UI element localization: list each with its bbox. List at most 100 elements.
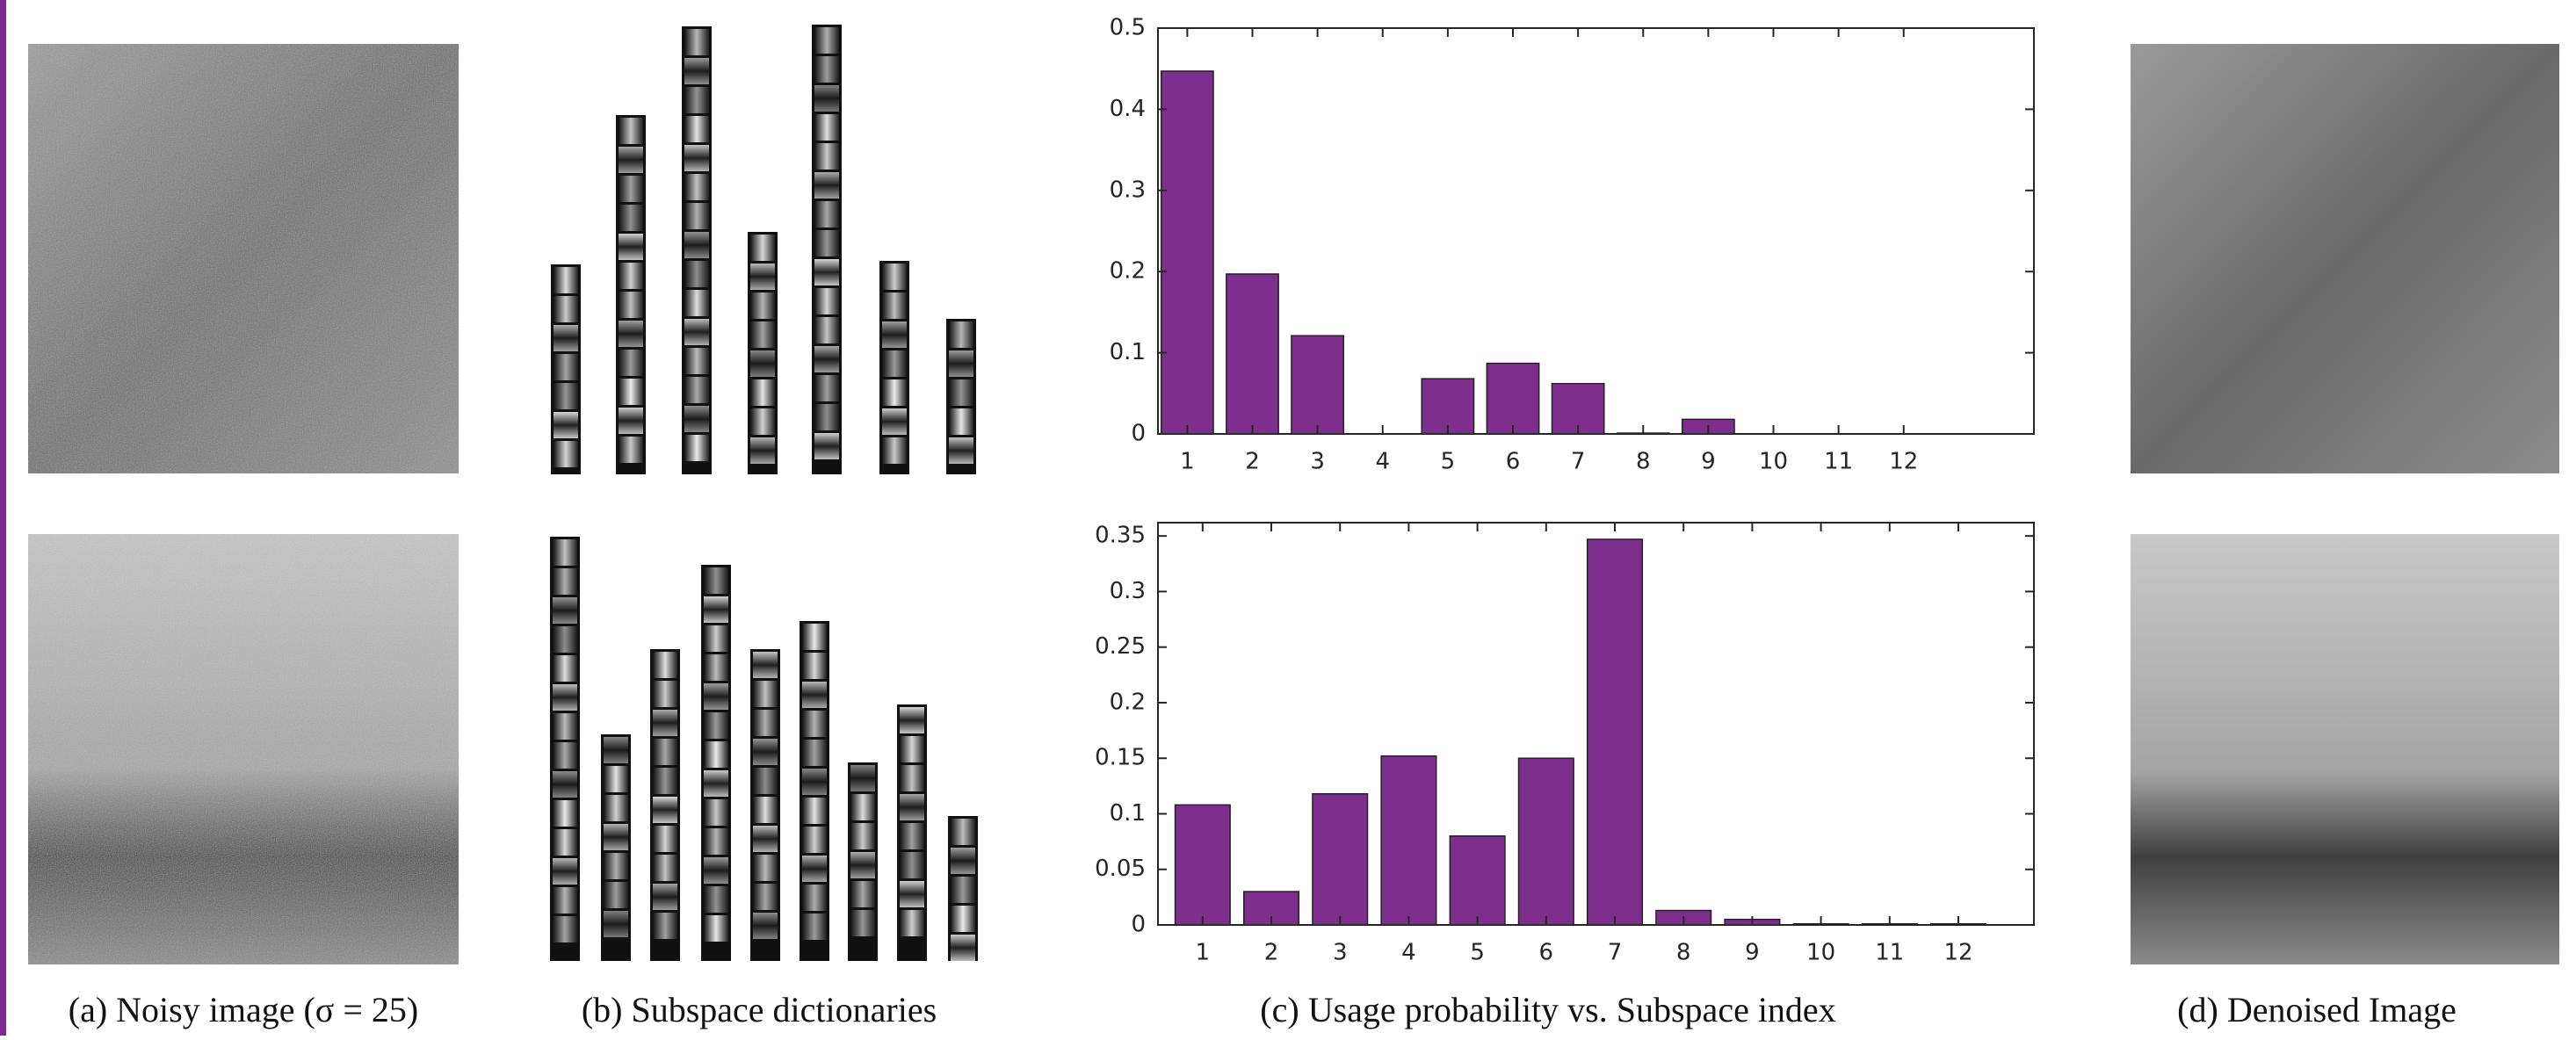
atom	[684, 290, 709, 316]
atom	[553, 829, 577, 856]
atom	[704, 567, 728, 594]
x-tick-label: 3	[1310, 449, 1325, 475]
bar	[1586, 538, 1644, 926]
x-tick-label: 5	[1470, 940, 1485, 966]
bar	[1449, 835, 1506, 926]
x-tick-label: 1	[1180, 449, 1195, 475]
x-tick-label: 2	[1245, 449, 1260, 475]
x-tick-label: 9	[1701, 449, 1716, 475]
atom	[753, 855, 778, 881]
atom	[951, 877, 975, 903]
atom	[619, 292, 643, 318]
atom	[814, 114, 839, 141]
atom	[553, 887, 577, 914]
y-tick-label: 0.15	[1095, 745, 1146, 771]
atom	[814, 433, 839, 459]
atom	[684, 58, 709, 84]
denoised-images	[2131, 44, 2559, 964]
atom	[619, 147, 643, 173]
atom	[684, 232, 709, 258]
bar	[1291, 335, 1345, 435]
atom	[802, 827, 827, 853]
atom	[604, 824, 628, 850]
atom	[900, 823, 924, 849]
atom	[814, 404, 839, 430]
atom	[604, 737, 628, 763]
atom	[814, 375, 839, 401]
atom	[553, 539, 577, 566]
atom	[684, 261, 709, 287]
atom	[604, 766, 628, 792]
atom	[619, 176, 643, 202]
plot-frame	[1157, 27, 2035, 435]
bar	[1312, 792, 1369, 926]
atom	[653, 768, 677, 794]
atom	[704, 886, 728, 913]
atom	[802, 711, 827, 737]
x-tick-label: 3	[1333, 940, 1348, 966]
atom	[684, 348, 709, 374]
atom	[653, 797, 677, 823]
caption: (c) Usage probability vs. Subspace index	[1260, 990, 1835, 1029]
atom	[882, 437, 907, 464]
atom	[802, 914, 827, 940]
atom	[554, 325, 578, 351]
atom	[553, 771, 577, 798]
bar	[1486, 362, 1540, 435]
x-tick-label: 12	[1943, 940, 1972, 966]
atom	[704, 654, 728, 681]
atom	[802, 856, 827, 882]
atom	[553, 858, 577, 885]
y-tick-label: 0.1	[1110, 800, 1146, 827]
atom	[753, 710, 778, 736]
atom	[653, 913, 677, 939]
atom	[619, 263, 643, 289]
y-tick-label: 0	[1131, 912, 1146, 938]
atom	[750, 379, 775, 406]
atom	[553, 713, 577, 740]
atom	[553, 626, 577, 653]
atom	[704, 828, 728, 855]
atom	[554, 267, 578, 293]
atom	[750, 321, 775, 348]
x-tick-label: 8	[1636, 449, 1651, 475]
atom	[802, 769, 827, 795]
atom	[951, 848, 975, 874]
atom	[882, 264, 907, 290]
atom	[653, 855, 677, 881]
atom	[802, 624, 827, 650]
atom	[704, 625, 728, 652]
atom	[814, 56, 839, 83]
atom	[753, 913, 778, 939]
atom	[900, 852, 924, 878]
atom	[653, 710, 677, 736]
x-tick-label: 7	[1571, 449, 1586, 475]
atom	[750, 350, 775, 377]
atom	[802, 740, 827, 766]
atom	[653, 884, 677, 910]
atom	[850, 910, 875, 936]
atom	[684, 203, 709, 229]
y-tick-label: 0.35	[1095, 523, 1146, 549]
x-tick-label: 2	[1264, 940, 1279, 966]
atom	[704, 596, 728, 623]
atom	[951, 935, 975, 961]
atom	[554, 383, 578, 409]
y-tick-label: 0.25	[1095, 633, 1146, 660]
atom	[554, 441, 578, 467]
chart: 00.10.20.30.40.51 2 3 4 5 6 7 8 9 10 11 12	[1110, 15, 2035, 475]
left-bar	[0, 0, 6, 1036]
y-tick-label: 0.3	[1110, 177, 1146, 203]
denoised-boat	[2131, 534, 2559, 964]
x-tick-label: 11	[1875, 940, 1904, 966]
atom	[750, 292, 775, 319]
atom	[753, 826, 778, 852]
atom	[850, 794, 875, 820]
atom	[554, 354, 578, 380]
atom	[553, 568, 577, 595]
atom	[951, 906, 975, 932]
atom	[753, 768, 778, 794]
atom	[750, 235, 775, 261]
atom	[553, 916, 577, 942]
atom	[684, 377, 709, 403]
